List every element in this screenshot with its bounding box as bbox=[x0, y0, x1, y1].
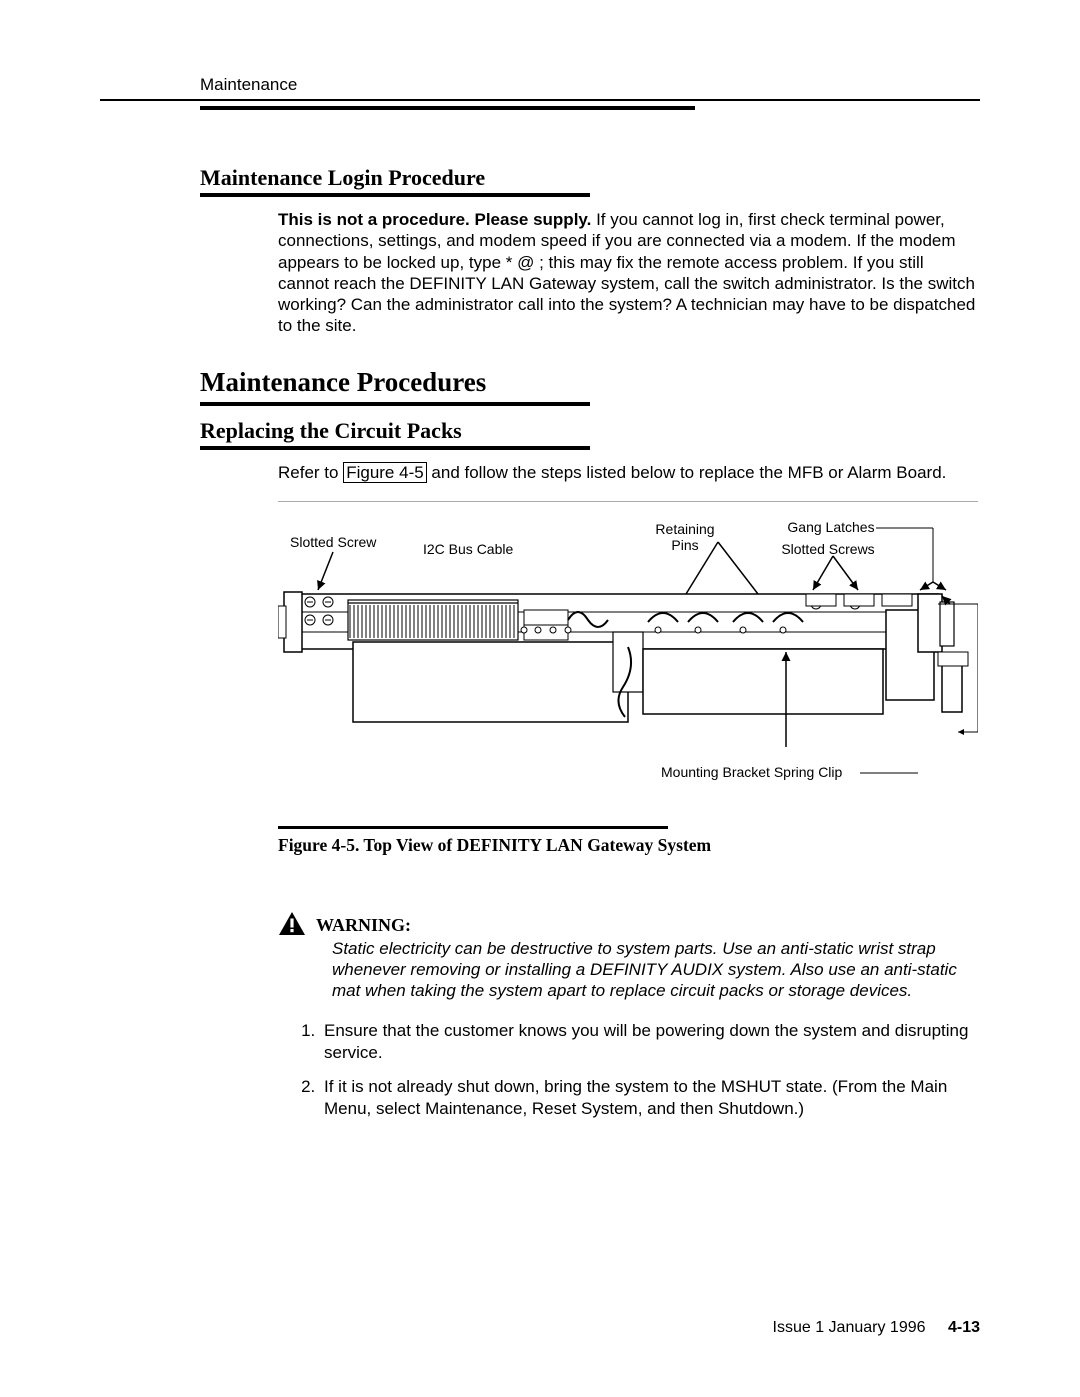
warning-label: WARNING: bbox=[316, 915, 411, 936]
heading-maintenance-login: Maintenance Login Procedure bbox=[200, 165, 980, 191]
heading-rule bbox=[200, 446, 590, 450]
figure-link[interactable]: Figure 4-5 bbox=[343, 462, 426, 483]
page-number: 4-13 bbox=[948, 1319, 980, 1336]
label-i2c-bus-cable: I2C Bus Cable bbox=[423, 541, 513, 557]
warning-block: WARNING: Static electricity can be destr… bbox=[278, 911, 978, 1002]
label-mounting-bracket: Mounting Bracket Spring Clip bbox=[661, 764, 843, 780]
header-rule-partial bbox=[200, 106, 695, 110]
step-1: Ensure that the customer knows you will … bbox=[320, 1020, 980, 1064]
procedure-steps: Ensure that the customer knows you will … bbox=[320, 1020, 980, 1120]
figure-4-5-diagram: Slotted Screw I2C Bus Cable Retaining Pi… bbox=[278, 512, 978, 812]
heading-rule bbox=[200, 402, 590, 406]
label-retaining-pins-2: Pins bbox=[671, 537, 698, 553]
figure-caption-rule bbox=[278, 826, 668, 829]
bold-lead: This is not a procedure. Please supply. bbox=[278, 210, 591, 229]
label-slotted-screw-left: Slotted Screw bbox=[290, 534, 377, 550]
label-retaining-pins-1: Retaining bbox=[655, 521, 714, 537]
heading-rule bbox=[200, 193, 590, 197]
figure-4-5-container: Slotted Screw I2C Bus Cable Retaining Pi… bbox=[278, 501, 978, 812]
issue-date: Issue 1 January 1996 bbox=[773, 1319, 926, 1336]
label-slotted-screws: Slotted Screws bbox=[781, 541, 874, 557]
heading-maintenance-procedures: Maintenance Procedures bbox=[200, 367, 980, 398]
before-link: Refer to bbox=[278, 463, 343, 482]
heading-replacing-circuit-packs: Replacing the Circuit Packs bbox=[200, 418, 980, 444]
step-2: If it is not already shut down, bring th… bbox=[320, 1076, 980, 1120]
warning-text: Static electricity can be destructive to… bbox=[332, 938, 972, 1002]
header-rule-full bbox=[100, 99, 980, 101]
page-footer: Issue 1 January 1996 4-13 bbox=[773, 1319, 980, 1337]
running-header: Maintenance bbox=[200, 75, 980, 95]
label-gang-latches: Gang Latches bbox=[787, 519, 874, 535]
login-procedure-text: This is not a procedure. Please supply. … bbox=[278, 209, 978, 337]
warning-triangle-icon bbox=[278, 911, 306, 936]
figure-caption: Figure 4-5. Top View of DEFINITY LAN Gat… bbox=[278, 835, 980, 856]
after-link: and follow the steps listed below to rep… bbox=[427, 463, 947, 482]
refer-figure-text: Refer to Figure 4-5 and follow the steps… bbox=[278, 462, 978, 483]
